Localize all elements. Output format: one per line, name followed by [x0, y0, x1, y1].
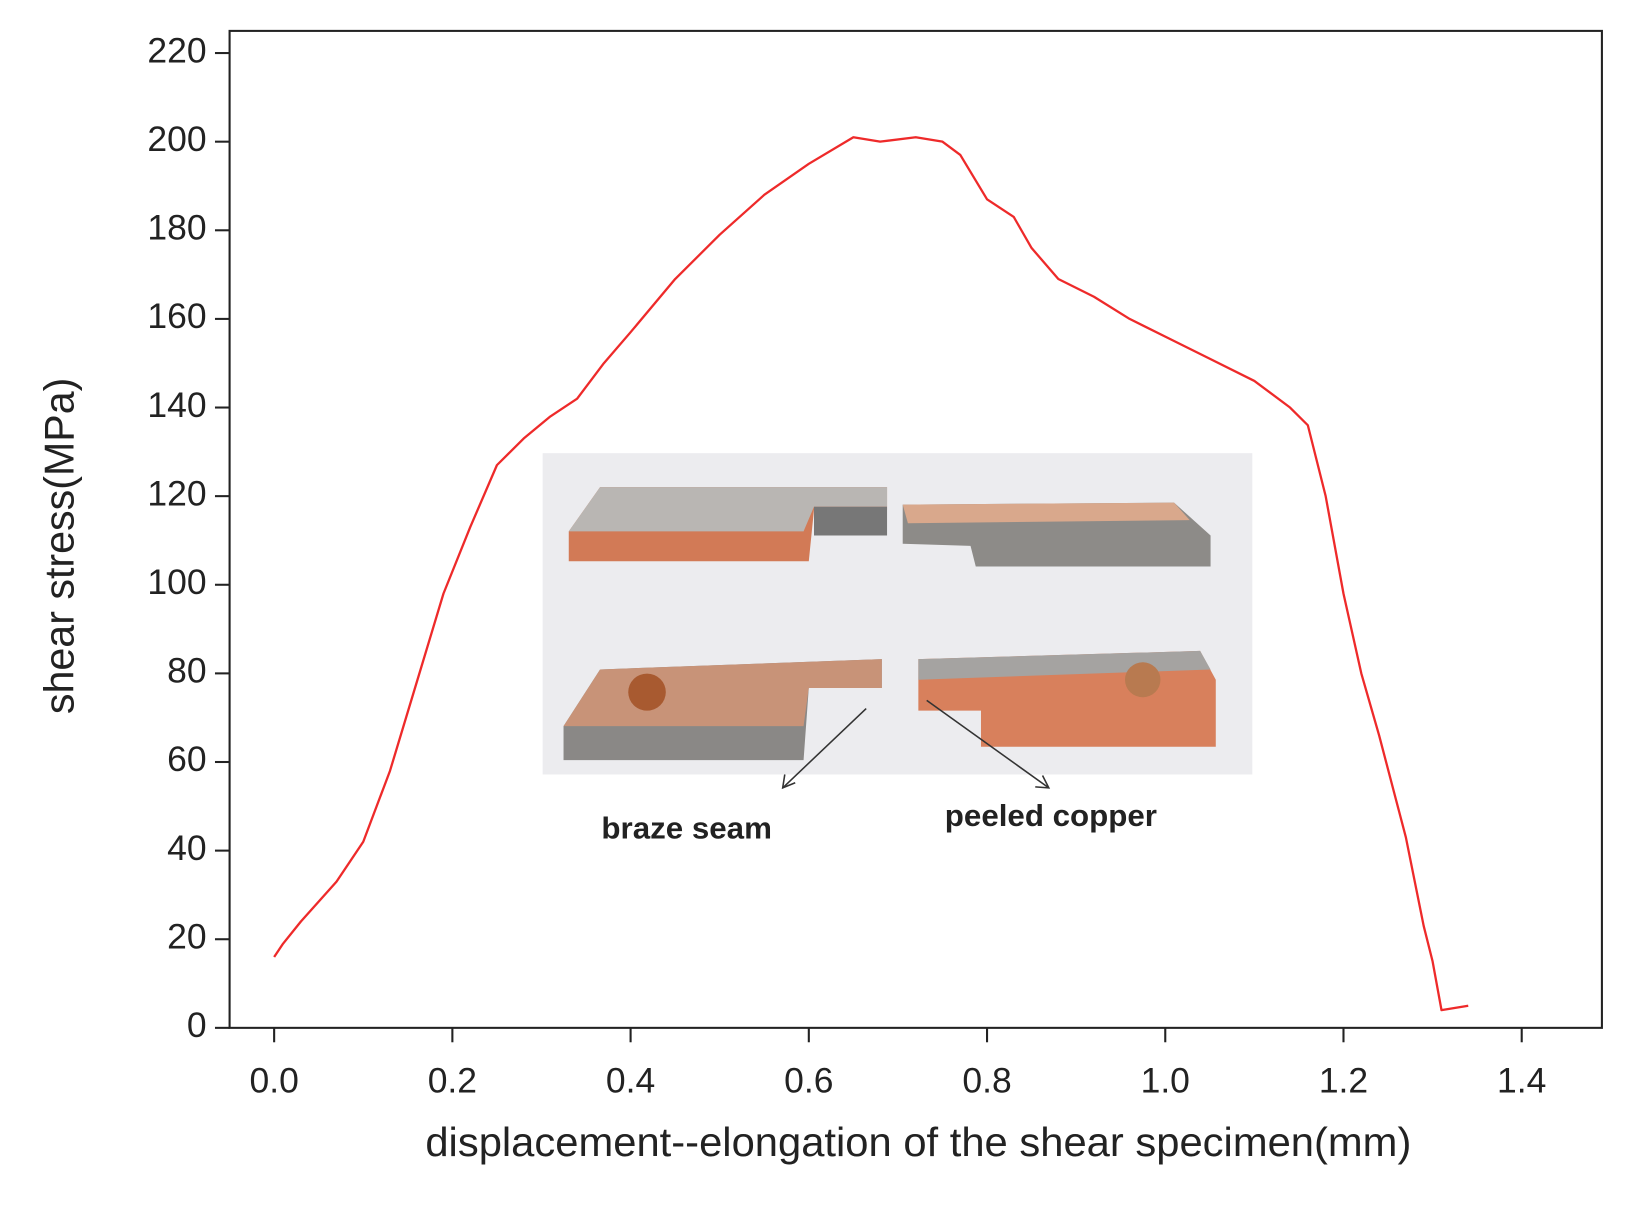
x-tick-label: 1.0 [1141, 1062, 1190, 1101]
y-tick-label: 60 [167, 740, 206, 779]
plot-frame [228, 29, 1603, 1029]
annotation: peeled copper [945, 798, 1157, 833]
x-tick-label: 0.6 [784, 1062, 833, 1101]
y-tick-label: 20 [167, 918, 206, 957]
y-tick-label: 120 [147, 475, 206, 514]
y-tick-label: 40 [167, 829, 206, 868]
y-tick-label: 140 [147, 386, 206, 425]
inset-photo [542, 453, 1253, 790]
y-tick-label: 160 [147, 297, 206, 336]
x-tick-label: 1.4 [1497, 1062, 1546, 1101]
y-tick-label: 220 [147, 32, 206, 71]
x-tick-label: 0.8 [962, 1062, 1011, 1101]
y-tick-label: 80 [167, 652, 206, 691]
data-line [273, 136, 1469, 1012]
y-tick-label: 0 [187, 1006, 207, 1045]
x-tick-label: 1.2 [1319, 1062, 1368, 1101]
annotation: braze seam [601, 810, 772, 845]
y-tick-label: 200 [147, 120, 206, 159]
y-tick-label: 180 [147, 209, 206, 248]
y-tick-label: 100 [147, 563, 206, 602]
x-tick-label: 0.4 [606, 1062, 655, 1101]
y-axis-title: shear stress(MPa) [35, 378, 82, 715]
x-tick-label: 0.2 [428, 1062, 477, 1101]
x-tick-label: 0.0 [249, 1062, 298, 1101]
x-axis-title: displacement--elongation of the shear sp… [425, 1118, 1411, 1165]
